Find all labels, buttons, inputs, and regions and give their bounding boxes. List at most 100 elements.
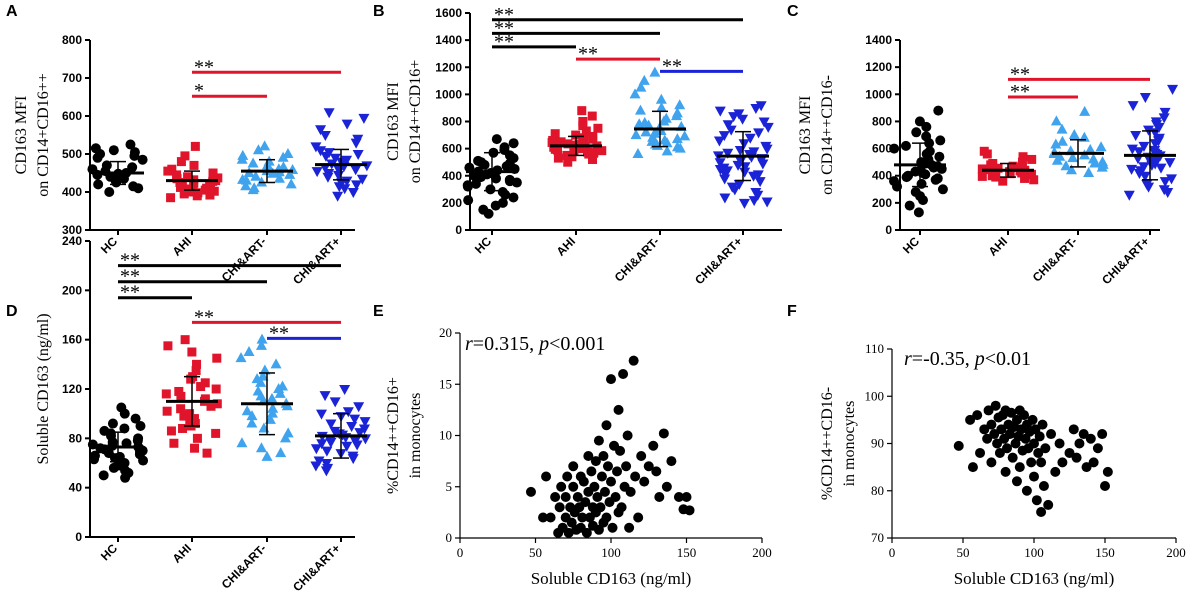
data-point <box>745 152 757 163</box>
data-point <box>1102 466 1113 477</box>
data-point <box>990 400 1001 411</box>
data-point <box>246 410 258 421</box>
data-point <box>186 374 196 384</box>
data-point <box>1159 177 1171 188</box>
data-point <box>986 419 997 430</box>
data-point <box>189 414 199 424</box>
y-tick-label: 0 <box>75 530 82 544</box>
data-point <box>463 195 474 206</box>
data-point <box>913 207 924 218</box>
data-point <box>722 148 734 159</box>
data-point <box>1057 457 1068 468</box>
data-point <box>358 113 370 124</box>
data-point <box>275 447 287 458</box>
data-point <box>189 160 199 170</box>
data-point <box>483 208 494 219</box>
y-tick-label: 20 <box>439 325 452 340</box>
y-tick-label: 110 <box>865 341 884 356</box>
data-point <box>989 429 1000 440</box>
data-point <box>733 179 745 190</box>
panel-letter: A <box>6 3 18 20</box>
data-point <box>479 159 490 170</box>
x-tick-label: AHI <box>170 541 195 566</box>
data-point <box>738 198 750 209</box>
data-point <box>1064 447 1075 458</box>
data-point <box>588 134 598 144</box>
y-axis-label: CD163 MFI <box>797 96 814 175</box>
data-point <box>1138 141 1150 152</box>
data-point <box>921 121 932 132</box>
data-point <box>566 517 577 528</box>
data-point <box>612 466 623 477</box>
data-point <box>1036 507 1047 518</box>
y-axis-label: Soluble CD163 (ng/ml) <box>35 313 52 464</box>
data-point <box>1078 429 1089 440</box>
data-point <box>1139 93 1151 103</box>
data-point <box>624 522 635 533</box>
data-point <box>991 172 1001 182</box>
data-point <box>202 448 212 458</box>
p-symbol: p <box>537 333 549 355</box>
data-point <box>211 428 221 438</box>
data-point <box>196 382 206 392</box>
data-point <box>319 131 331 141</box>
data-point <box>315 125 327 136</box>
data-point <box>93 179 104 190</box>
data-point <box>625 486 636 497</box>
data-point <box>601 420 612 431</box>
data-point <box>593 123 603 133</box>
data-point <box>1089 157 1101 168</box>
data-point <box>138 455 149 466</box>
data-point <box>755 101 767 112</box>
data-point <box>1026 169 1036 179</box>
y-axis-label: on CD14++CD16+ <box>407 60 424 184</box>
data-point <box>1133 147 1145 158</box>
data-point <box>1068 424 1079 435</box>
data-point <box>256 333 268 344</box>
data-point <box>738 139 750 150</box>
data-point <box>1021 485 1032 496</box>
data-point <box>1143 182 1155 193</box>
data-point <box>568 481 579 492</box>
r-symbol: r <box>904 348 912 370</box>
data-point <box>332 191 344 202</box>
y-tick-label: 300 <box>62 223 82 237</box>
data-point <box>904 200 915 211</box>
data-point <box>322 172 334 183</box>
data-point <box>1083 167 1095 177</box>
data-point <box>1067 152 1079 163</box>
y-tick-label: 400 <box>872 169 892 183</box>
y-tick-label: 5 <box>446 479 453 494</box>
data-point <box>592 492 603 502</box>
data-point <box>347 188 359 198</box>
data-point <box>616 502 627 513</box>
data-point <box>491 173 502 184</box>
data-point <box>190 443 200 453</box>
data-point <box>602 461 613 472</box>
data-point <box>590 456 601 467</box>
y-axis-label: %CD14++CD16- <box>819 387 836 500</box>
data-point <box>176 157 186 167</box>
data-point <box>936 163 947 174</box>
data-point <box>176 404 186 414</box>
data-point <box>166 193 176 203</box>
data-point <box>719 174 731 185</box>
data-point <box>628 355 639 366</box>
data-point <box>261 450 273 461</box>
data-point <box>601 512 612 523</box>
data-point <box>169 438 179 448</box>
panel-A: A 300 400 500 600 700 800 HC AHI CHI&ART- CHI&ART+… <box>6 3 373 287</box>
data-point <box>470 178 481 189</box>
data-point <box>1005 169 1015 179</box>
y-axis-label: CD163 MFI <box>385 82 402 161</box>
data-point <box>643 461 654 472</box>
data-point <box>320 466 332 477</box>
data-point <box>998 176 1008 186</box>
data-point <box>192 359 202 369</box>
p-value: <0.001 <box>549 333 605 355</box>
data-point <box>267 402 279 413</box>
data-point <box>119 408 130 419</box>
data-point <box>651 139 663 150</box>
data-point <box>205 190 215 200</box>
data-point <box>208 168 218 178</box>
